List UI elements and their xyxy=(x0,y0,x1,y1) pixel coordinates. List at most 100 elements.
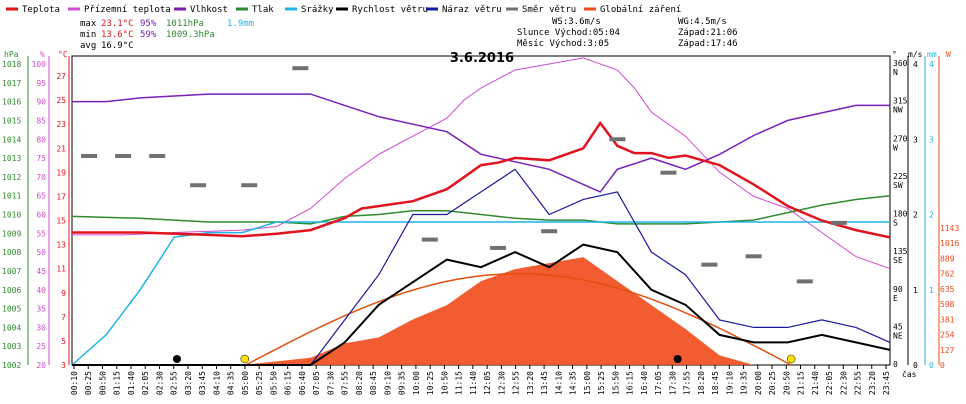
x-tick-label: 05:50 xyxy=(269,371,278,395)
x-tick-label: 10:50 xyxy=(440,371,449,395)
y-tick-humidity: 20 xyxy=(36,361,46,370)
y-tick-temp: 25 xyxy=(56,96,66,105)
x-tick-label: 20:50 xyxy=(782,371,791,395)
y-tick-w: 0 xyxy=(940,361,945,370)
series-radiation xyxy=(242,257,754,365)
info-wg: WG:4.5m/s xyxy=(678,17,727,27)
x-tick-label: 09:10 xyxy=(383,371,392,395)
y-tick-pressure: 1011 xyxy=(2,192,21,201)
info-block: WS:3.6m/s WG:4.5m/s Slunce Východ:05:04 … xyxy=(517,17,738,49)
legend: Teplota Přízemní teplota Vlhkost Tlak Srážky… xyxy=(6,5,681,15)
x-tick-label: 12:05 xyxy=(483,371,492,395)
y-tick-temp: 23 xyxy=(56,120,66,129)
y-tick-mm: 0 xyxy=(929,361,934,370)
y-tick-temp: 21 xyxy=(56,144,66,153)
moonrise-marker xyxy=(172,355,181,363)
y-tick-w: 254 xyxy=(940,331,955,340)
x-tick-label: 11:40 xyxy=(469,371,478,395)
x-tick-label: 09:35 xyxy=(398,371,407,395)
y-tick-humidity: 100 xyxy=(32,60,47,69)
y-tick-temp: 9 xyxy=(61,289,66,298)
x-tick-label: 04:35 xyxy=(227,371,236,395)
y-tick-pressure: 1016 xyxy=(2,98,21,107)
unit-mm: mm xyxy=(927,50,937,59)
y-tick-w: 889 xyxy=(940,254,955,263)
x-tick-label: 23:20 xyxy=(868,371,877,395)
y-tick-pressure: 1005 xyxy=(2,305,21,314)
y-tick-pressure: 1014 xyxy=(2,135,21,144)
x-tick-label: 17:55 xyxy=(683,371,692,395)
unit-ms: m/s xyxy=(908,50,923,59)
y-tick-pressure: 1006 xyxy=(2,286,21,295)
wind-direction-mark xyxy=(830,220,847,225)
y-tick-dir-label: E xyxy=(893,294,898,303)
info-mesic: Měsíc Východ:3:05 xyxy=(517,39,609,49)
y-tick-pressure: 1012 xyxy=(2,173,21,182)
x-tick-label: 02:30 xyxy=(155,371,164,395)
y-tick-humidity: 75 xyxy=(36,154,46,163)
series-tlak xyxy=(71,194,891,225)
unit-pct: % xyxy=(40,50,45,59)
stat-avg-temp: 16.9°C xyxy=(101,41,134,51)
y-tick-dir: 90 xyxy=(893,285,903,294)
y-tick-humidity: 90 xyxy=(36,98,46,107)
y-tick-pressure: 1009 xyxy=(2,229,21,238)
unit-deg: ° xyxy=(892,50,897,59)
x-tick-label: 14:35 xyxy=(569,371,578,395)
y-tick-w: 635 xyxy=(940,285,955,294)
y-tick-pressure: 1002 xyxy=(2,361,21,370)
stat-max-press: 1011hPa xyxy=(166,19,204,29)
y-tick-dir-label: SW xyxy=(893,181,903,190)
info-ws: WS:3.6m/s xyxy=(552,17,601,27)
x-tick-label: 16:15 xyxy=(626,371,635,395)
y-tick-mm: 2 xyxy=(929,211,934,220)
stat-min-hum: 59% xyxy=(140,30,157,40)
x-tick-label: 15:25 xyxy=(597,371,606,395)
y-tick-pressure: 1007 xyxy=(2,267,21,276)
moonset-marker xyxy=(673,355,682,363)
y-tick-dir-label: W xyxy=(893,143,898,152)
y-tick-humidity: 85 xyxy=(36,116,46,125)
legend-label: Srážky xyxy=(301,5,334,15)
x-tick-label: 02:05 xyxy=(141,371,150,395)
y-tick-w: 381 xyxy=(940,315,955,324)
y-tick-humidity: 30 xyxy=(36,323,46,332)
x-tick-label: 10:25 xyxy=(426,371,435,395)
legend-label: Tlak xyxy=(252,5,274,15)
y-tick-temp: 7 xyxy=(61,313,66,322)
y-tick-w: 762 xyxy=(940,270,955,279)
y-tick-temp: 5 xyxy=(61,337,66,346)
wind-direction-mark xyxy=(421,237,438,242)
x-tick-label: 19:10 xyxy=(725,371,734,395)
y-tick-mm: 4 xyxy=(929,60,934,69)
info-mesic-zapad: Západ:17:46 xyxy=(678,39,738,49)
y-tick-w: 508 xyxy=(940,300,955,309)
x-tick-label: 07:05 xyxy=(312,371,321,395)
stat-max-hum: 95% xyxy=(140,19,157,29)
wind-direction-mark xyxy=(490,245,507,250)
y-tick-dir: 360 xyxy=(893,59,908,68)
x-tick-label: 05:00 xyxy=(241,371,250,395)
legend-label: Náraz větru xyxy=(442,5,502,15)
legend-label: Teplota xyxy=(22,5,60,15)
stat-min-label: min xyxy=(80,30,96,40)
x-tick-label: 07:30 xyxy=(326,371,335,395)
y-tick-dir: 45 xyxy=(893,322,903,331)
y-tick-temp: 27 xyxy=(56,72,66,81)
x-tick-label: 17:30 xyxy=(668,371,677,395)
x-tick-label: 19:35 xyxy=(740,371,749,395)
unit-hpa: hPa xyxy=(4,50,19,59)
x-tick-label: 18:45 xyxy=(711,371,720,395)
x-tick-label: 12:30 xyxy=(497,371,506,395)
y-tick-dir-label: S xyxy=(893,219,898,228)
wind-direction-mark xyxy=(609,137,626,142)
y-tick-mm: 3 xyxy=(929,135,934,144)
x-tick-label: 00:10 xyxy=(70,371,79,395)
y-tick-humidity: 55 xyxy=(36,229,46,238)
stat-max-temp: 23.1°C xyxy=(101,19,134,29)
sunrise-marker xyxy=(240,354,250,364)
x-tick-label: 03:45 xyxy=(198,371,207,395)
y-tick-humidity: 45 xyxy=(36,267,46,276)
y-tick-dir-label: NE xyxy=(893,331,903,340)
